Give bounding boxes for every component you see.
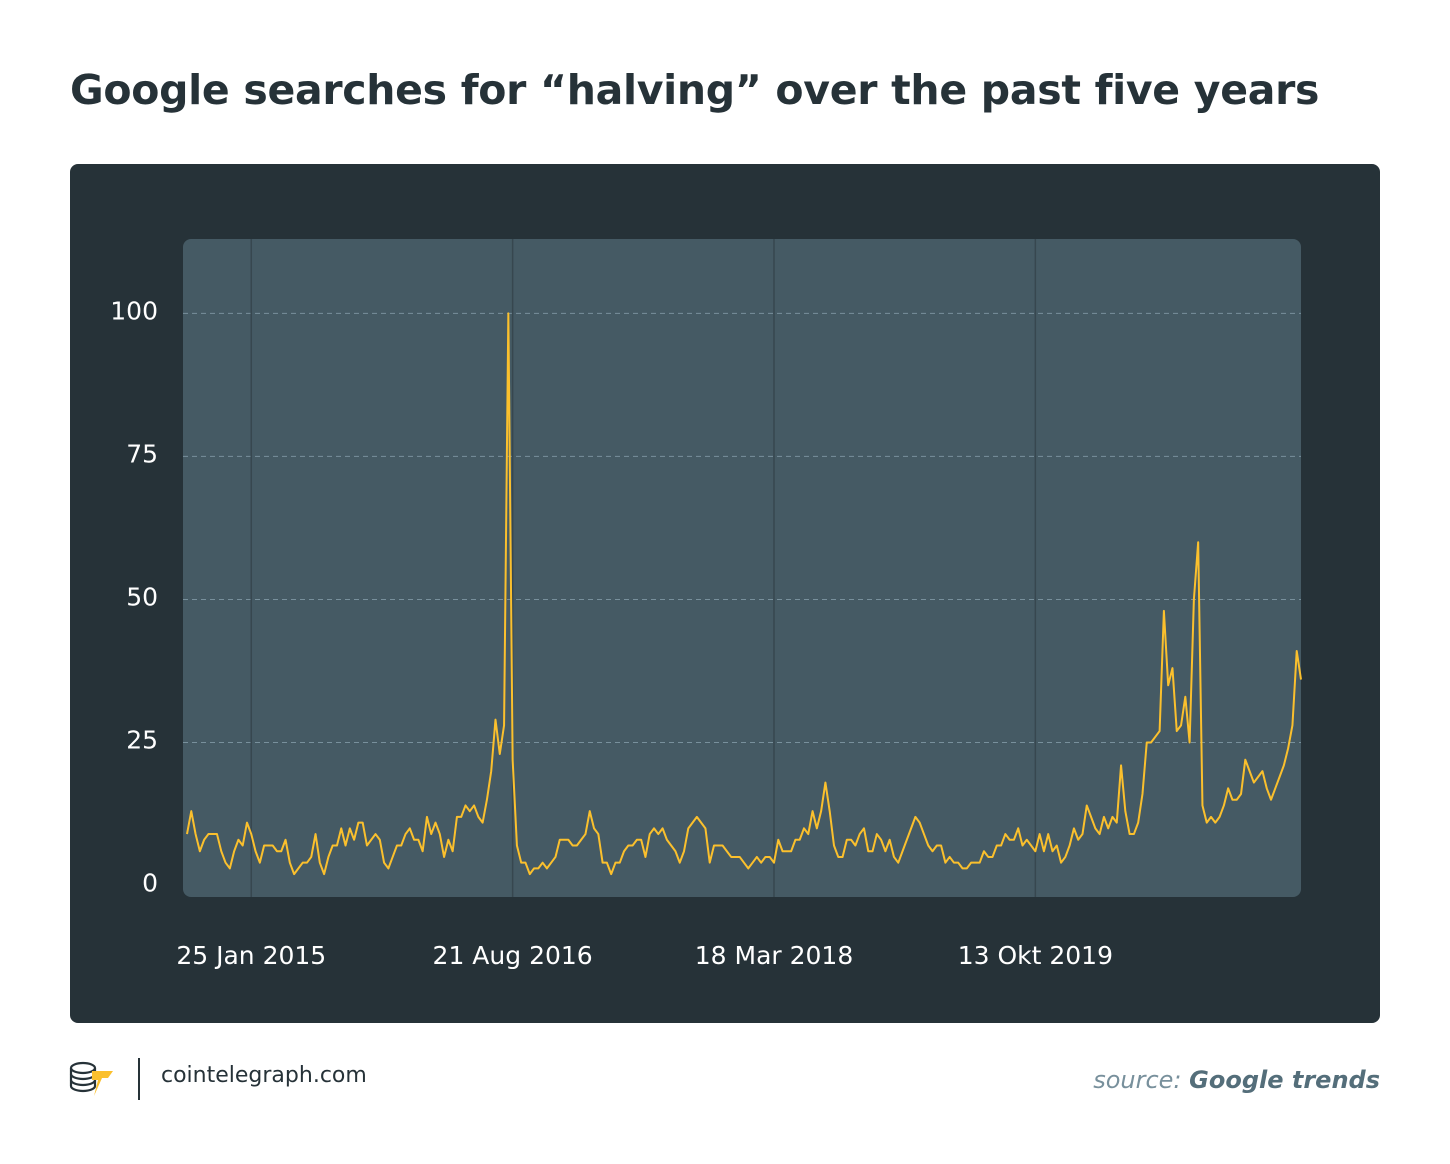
y-tick-label: 25 [126,726,158,755]
line-chart: 0 25 50 75 100 25 Jan 2015 21 Aug 2016 18 Mar … [110,239,1302,970]
chart-title: Google searches for “halving” over the p… [70,66,1320,114]
source-note: source: Google trends [1093,1066,1380,1094]
chart-card: 0 25 50 75 100 25 Jan 2015 21 Aug 2016 18 Mar … [70,164,1380,1023]
x-tick-label: 13 Okt 2019 [958,941,1113,970]
site-name[interactable]: cointelegraph.com [161,1063,367,1088]
cointelegraph-coin-stack-icon [68,1058,116,1104]
plot-area [183,239,1301,897]
footer-divider [138,1058,140,1100]
y-tick-label: 0 [142,869,158,898]
x-tick-label: 21 Aug 2016 [433,941,593,970]
y-tick-label: 50 [126,582,158,611]
x-tick-label: 18 Mar 2018 [695,941,854,970]
x-tick-label: 25 Jan 2015 [176,941,326,970]
source-label: source: [1093,1066,1190,1094]
source-value: Google trends [1189,1066,1380,1094]
y-tick-label: 75 [126,439,158,468]
y-tick-label: 100 [110,296,158,325]
series-line-halving [186,312,1302,876]
